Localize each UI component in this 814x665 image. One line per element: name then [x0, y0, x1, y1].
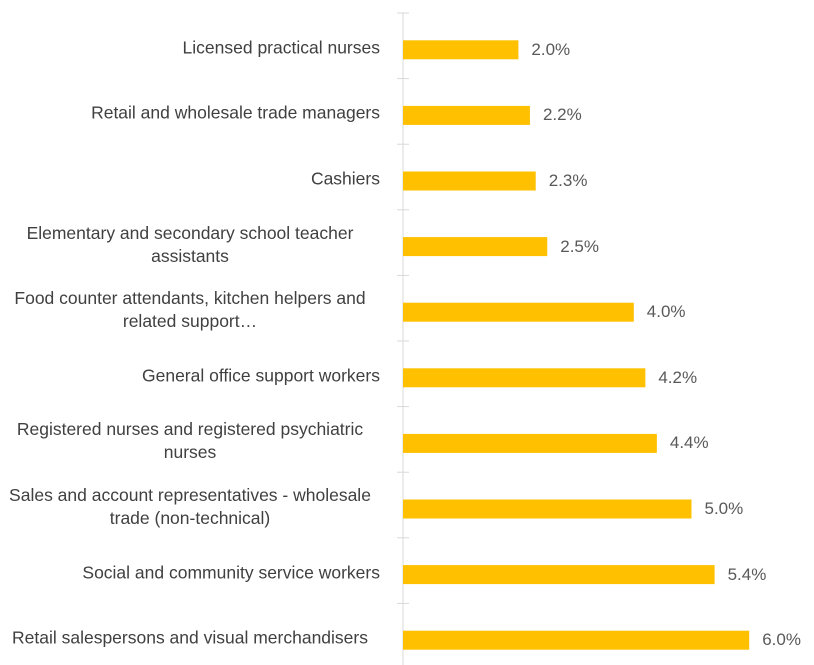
value-label: 2.5%	[560, 236, 599, 256]
category-label: Social and community service workers	[82, 562, 380, 583]
value-label: 2.2%	[542, 105, 582, 125]
category-label: Food counter attendants, kitchen helpers…	[14, 288, 366, 332]
bar	[403, 237, 548, 257]
value-label: 5.0%	[704, 499, 744, 518]
value-label: 4.2%	[658, 367, 698, 387]
bar	[403, 40, 519, 60]
value-label: 4.4%	[669, 433, 709, 453]
value-label: 6.0%	[762, 630, 801, 650]
category-label: Registered nurses and registered psychia…	[16, 419, 364, 463]
value-label: 2.0%	[531, 39, 571, 59]
bar	[403, 565, 715, 585]
bar	[403, 368, 646, 388]
category-label: Licensed practical nurses	[182, 37, 380, 58]
bar	[403, 630, 750, 650]
value-label: 2.3%	[548, 171, 588, 190]
category-label: Cashiers	[310, 168, 380, 189]
category-label: Retail and wholesale trade managers	[91, 102, 380, 123]
bar	[403, 499, 692, 519]
value-label: 4.0%	[646, 302, 686, 322]
bar	[403, 302, 634, 322]
bar	[403, 105, 530, 125]
bar	[403, 433, 657, 453]
category-label: Sales and account representatives - whol…	[9, 485, 371, 528]
value-label: 5.4%	[727, 564, 767, 584]
category-label: General office support workers	[142, 365, 380, 386]
category-label: Elementary and secondary school teacher …	[26, 222, 354, 266]
category-label: Retail salespersons and visual merchandi…	[11, 627, 368, 648]
bar	[403, 171, 536, 191]
